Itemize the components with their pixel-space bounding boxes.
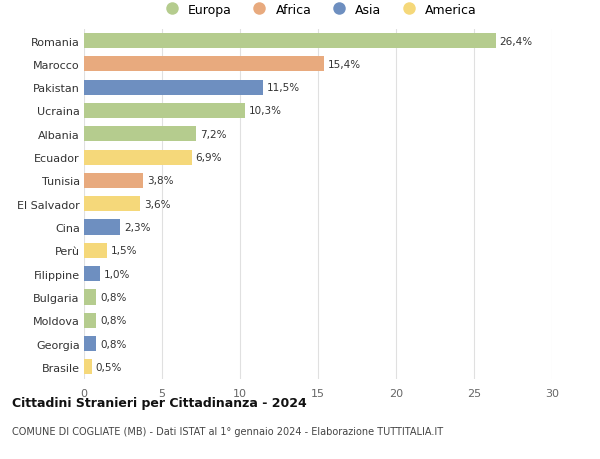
Text: 26,4%: 26,4% [500,36,533,46]
Text: Cittadini Stranieri per Cittadinanza - 2024: Cittadini Stranieri per Cittadinanza - 2… [12,396,307,409]
Bar [84,267,100,281]
Bar [84,290,97,305]
Text: COMUNE DI COGLIATE (MB) - Dati ISTAT al 1° gennaio 2024 - Elaborazione TUTTITALI: COMUNE DI COGLIATE (MB) - Dati ISTAT al … [12,426,443,436]
Bar [84,80,263,95]
Text: 0,8%: 0,8% [100,315,127,325]
Bar [84,336,97,351]
Bar [84,243,107,258]
Text: 0,8%: 0,8% [100,292,127,302]
Bar [84,127,196,142]
Text: 3,6%: 3,6% [144,199,170,209]
Bar [84,150,191,165]
Legend: Europa, Africa, Asia, America: Europa, Africa, Asia, America [159,4,477,17]
Text: 0,5%: 0,5% [96,362,122,372]
Text: 7,2%: 7,2% [200,129,227,140]
Bar [84,57,324,72]
Text: 1,0%: 1,0% [104,269,130,279]
Bar [84,174,143,189]
Text: 1,5%: 1,5% [112,246,138,256]
Text: 10,3%: 10,3% [248,106,281,116]
Text: 11,5%: 11,5% [268,83,301,93]
Bar [84,34,496,49]
Bar [84,220,120,235]
Text: 6,9%: 6,9% [196,153,222,163]
Bar [84,313,97,328]
Bar [84,197,140,212]
Text: 0,8%: 0,8% [100,339,127,349]
Bar [84,359,92,375]
Bar [84,104,245,119]
Text: 3,8%: 3,8% [147,176,173,186]
Text: 15,4%: 15,4% [328,60,361,70]
Text: 2,3%: 2,3% [124,223,150,233]
